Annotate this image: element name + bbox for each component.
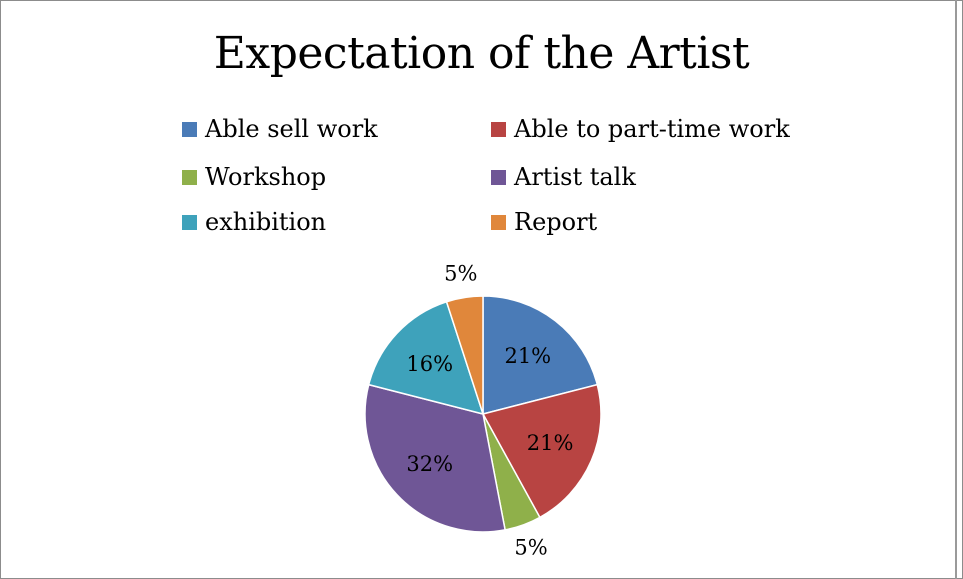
- pie-label-able-to-part-time-work: 21%: [527, 431, 574, 455]
- legend-item-able-sell-work: Able sell work: [182, 114, 378, 144]
- legend-label-report: Report: [514, 208, 598, 236]
- pie-slice-able-to-part-time-work: [481, 383, 602, 519]
- legend-item-exhibition: exhibition: [182, 207, 326, 237]
- legend-label-exhibition: exhibition: [205, 208, 327, 236]
- legend-swatch-exhibition: [182, 214, 197, 230]
- legend-label-able-sell-work: Able sell work: [205, 115, 378, 143]
- legend-item-able-to-part-time-work: Able to part-time work: [491, 114, 790, 144]
- legend-swatch-able-to-part-time-work: [491, 121, 506, 137]
- legend: Able sell work Able to part-time work Wo…: [0, 0, 963, 250]
- legend-item-report: Report: [491, 207, 597, 237]
- legend-label-workshop: Workshop: [205, 163, 327, 191]
- legend-item-workshop: Workshop: [182, 162, 326, 192]
- legend-item-artist-talk: Artist talk: [491, 162, 636, 192]
- frame-edge: [955, 0, 957, 579]
- legend-swatch-artist-talk: [491, 169, 506, 185]
- pie-label-exhibition: 16%: [406, 352, 453, 376]
- legend-swatch-workshop: [182, 169, 197, 185]
- pie-slice-able-sell-work: [482, 295, 599, 415]
- pie-slice-artist-talk: [364, 383, 506, 533]
- legend-label-artist-talk: Artist talk: [514, 163, 636, 191]
- pie-label-report: 5%: [444, 262, 477, 286]
- pie-label-workshop: 5%: [514, 536, 547, 560]
- pie-label-artist-talk: 32%: [406, 452, 453, 476]
- chart-title: Expectation of the Artist: [213, 28, 750, 79]
- pie-slice-report: [445, 295, 484, 415]
- pie-slice-exhibition: [367, 300, 485, 416]
- legend-label-able-to-part-time-work: Able to part-time work: [514, 115, 790, 143]
- legend-swatch-report: [491, 214, 506, 230]
- legend-swatch-able-sell-work: [182, 121, 197, 137]
- pie-label-able-sell-work: 21%: [504, 344, 551, 368]
